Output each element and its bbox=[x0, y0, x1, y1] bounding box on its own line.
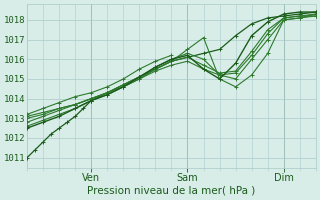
X-axis label: Pression niveau de la mer( hPa ): Pression niveau de la mer( hPa ) bbox=[87, 186, 256, 196]
